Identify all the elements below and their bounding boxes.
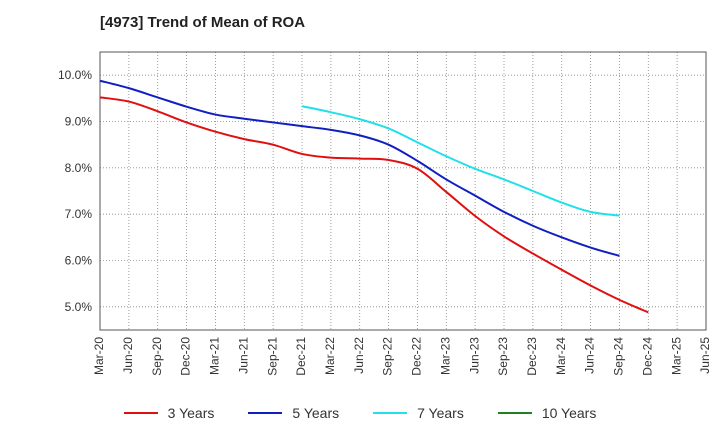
legend-swatch-blue-icon <box>248 412 283 414</box>
x-tick-label: Mar-22 <box>323 337 337 375</box>
legend-item-3-years: 3 Years <box>123 405 215 421</box>
legend-label: 10 Years <box>541 405 597 421</box>
x-tick-label: Mar-23 <box>438 337 452 375</box>
x-tick-label: Jun-25 <box>698 337 712 374</box>
x-tick-label: Jun-20 <box>121 337 135 374</box>
legend-label: 7 Years <box>417 405 464 421</box>
x-tick-label: Jun-21 <box>236 337 250 374</box>
x-tick-label: Sep-24 <box>612 337 626 376</box>
x-tick-label: Sep-20 <box>150 337 164 376</box>
legend-item-7-years: 7 Years <box>373 405 464 421</box>
y-tick-label: 7.0% <box>65 207 93 221</box>
legend-item-5-years: 5 Years <box>248 405 339 421</box>
x-tick-label: Dec-21 <box>294 337 308 376</box>
chart-title: [4973] Trend of Mean of ROA <box>100 14 306 31</box>
x-tick-label: Mar-21 <box>208 337 222 375</box>
series-line-7-years <box>301 105 620 217</box>
line-chart: 5.0% 6.0% 7.0% 8.0% 9.0% 10.0% Mar-20 Jun-20 Sep… <box>58 51 712 376</box>
plot-frame <box>99 51 707 331</box>
x-tick-label: Sep-23 <box>496 337 510 376</box>
x-tick-label: Dec-23 <box>525 337 539 376</box>
y-tick-label: 5.0% <box>65 300 93 314</box>
x-tick-label: Jun-23 <box>467 337 481 374</box>
legend-label: 3 Years <box>167 405 215 421</box>
y-tick-label: 8.0% <box>65 161 93 175</box>
legend-label: 5 Years <box>292 405 340 421</box>
series-line-5-years <box>99 79 620 257</box>
y-tick-label: 9.0% <box>65 115 93 129</box>
x-tick-label: Jun-24 <box>583 337 597 374</box>
x-tick-label: Sep-21 <box>265 337 279 376</box>
y-tick-label: 10.0% <box>58 68 92 82</box>
chart-legend: 3 Years 5 Years 7 Years 10 Years <box>0 405 720 421</box>
legend-swatch-green-icon <box>497 412 532 414</box>
series-line-3-years <box>99 96 649 314</box>
x-tick-label: Dec-24 <box>640 337 654 376</box>
x-tick-label: Dec-20 <box>179 337 193 376</box>
x-tick-label: Sep-22 <box>381 337 395 376</box>
y-tick-label: 6.0% <box>65 254 93 268</box>
x-tick-label: Dec-22 <box>410 337 424 376</box>
x-tick-label: Mar-20 <box>92 337 106 375</box>
x-tick-label: Jun-22 <box>352 337 366 374</box>
legend-swatch-cyan-icon <box>373 412 408 414</box>
legend-item-10-years: 10 Years <box>497 405 597 421</box>
legend-swatch-red-icon <box>123 412 158 414</box>
x-tick-label: Mar-24 <box>554 337 568 375</box>
x-tick-label: Mar-25 <box>669 337 683 375</box>
